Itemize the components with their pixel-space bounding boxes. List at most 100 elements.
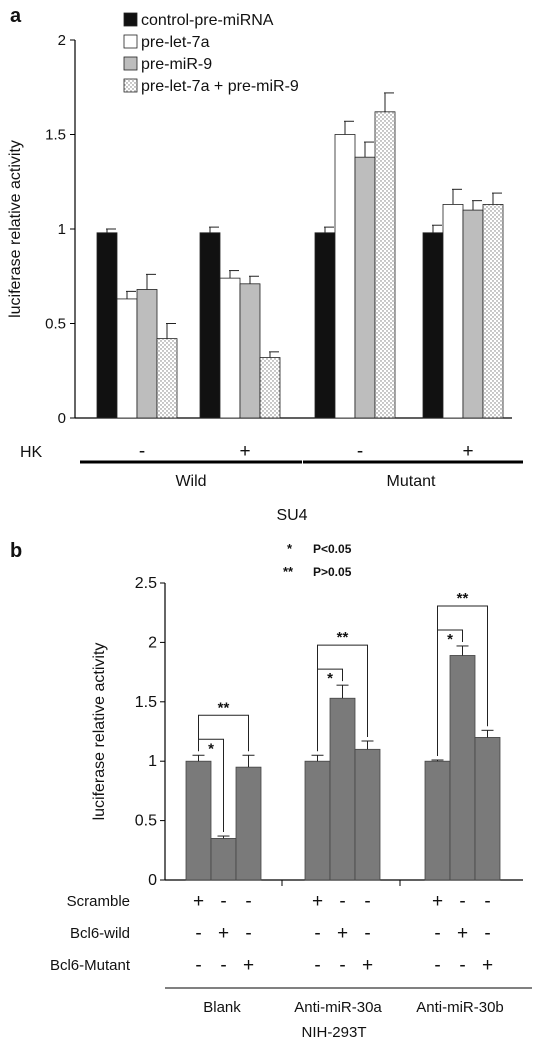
panel-b-condition-mark: - <box>459 955 465 976</box>
panel-a-bar <box>219 277 241 419</box>
panel-b-condition-label: Bcl6-Mutant <box>50 957 131 974</box>
significance-bracket-star <box>198 738 224 833</box>
panel-a-bar <box>482 204 504 419</box>
panel-b-y-tick-label: 2.5 <box>135 575 157 592</box>
panel-a-y-axis-label: luciferase relative activity <box>7 140 24 318</box>
panel-b-bar <box>235 766 262 881</box>
note-mark-1: * <box>287 541 293 556</box>
panel-a-bar <box>462 209 484 419</box>
panel-a-bar <box>136 289 158 419</box>
panel-b-bars <box>185 645 501 881</box>
significance-double-star: ** <box>337 629 349 646</box>
panel-b-bar <box>329 697 356 881</box>
panel-a-legend-entry: pre-let-7a <box>141 34 210 51</box>
significance-star: * <box>447 631 453 648</box>
panel-b-condition-mark: - <box>364 923 370 944</box>
significance-bracket-double-star <box>198 714 249 752</box>
significance-bracket-star <box>317 668 343 752</box>
panel-a-legend-swatch <box>123 34 138 49</box>
panel-b-condition-mark: - <box>195 923 201 944</box>
significance-double-star: ** <box>457 590 469 607</box>
panel-a-hk-mark: - <box>139 441 145 462</box>
note-text-1: P<0.05 <box>313 542 352 556</box>
panel-a-bar <box>354 156 376 419</box>
panel-b-bar <box>354 748 381 881</box>
significance-bracket-double-star <box>437 605 488 727</box>
panel-a-hk-label: HK <box>20 444 43 461</box>
panel-b-condition-label: Scramble <box>67 893 130 910</box>
panel-b-condition-mark: + <box>218 923 229 944</box>
panel-a-legend-swatch <box>123 12 138 27</box>
note-mark-2: ** <box>283 564 294 579</box>
panel-b-condition-mark: - <box>245 923 251 944</box>
panel-b-condition-mark: - <box>459 891 465 912</box>
panel-a-bar <box>334 134 356 419</box>
panel-a-hk-mark: + <box>462 441 473 462</box>
panel-b-condition-label: Bcl6-wild <box>70 925 130 942</box>
panel-b-condition-mark: + <box>362 955 373 976</box>
panel-a-x-axis-label: SU4 <box>276 507 307 524</box>
panel-label-a: a <box>10 5 22 27</box>
panel-b-significance-brackets: ****** *** <box>198 590 488 833</box>
panel-b-bar <box>304 760 331 881</box>
panel-a-bars <box>96 92 504 419</box>
panel-b-y-tick-label: 1.5 <box>135 694 157 711</box>
panel-b-condition-mark: - <box>314 923 320 944</box>
significance-star: * <box>327 670 333 687</box>
panel-a-group-label: Wild <box>175 473 206 490</box>
significance-star: * <box>208 740 214 757</box>
panel-a-legend-swatch <box>123 78 138 93</box>
panel-a-bar <box>156 338 178 419</box>
panel-b-condition-mark: - <box>339 955 345 976</box>
panel-a-bar <box>259 357 281 419</box>
panel-a-legend-entry: pre-miR-9 <box>141 56 212 73</box>
panel-a-bar <box>442 204 464 419</box>
panel-b-y-tick-label: 0.5 <box>135 813 157 830</box>
panel-b-condition-mark: - <box>195 955 201 976</box>
panel-b-condition-mark: - <box>220 955 226 976</box>
chart-panel-b: * P<0.05 ** P>0.05 00.511.522.5 ****** **… <box>50 541 532 1041</box>
chart-panel-a: 0 0.5 1 1.5 2 control-pre-miRNA pre-let-7a pre… <box>7 12 523 524</box>
panel-b-bar <box>185 760 212 881</box>
panel-b-condition-mark: + <box>457 923 468 944</box>
panel-a-x-conditions: - + - + Wild Mutant <box>80 441 523 490</box>
panel-a-bar <box>116 298 138 419</box>
panel-a-bar <box>96 232 118 419</box>
panel-b-condition-mark: + <box>432 891 443 912</box>
panel-b-x-axis-label: NIH-293T <box>301 1024 366 1041</box>
panel-b-y-tick-label: 2 <box>148 634 157 651</box>
panel-a-legend-entry: pre-let-7a + pre-miR-9 <box>141 78 299 95</box>
panel-b-bar <box>210 838 237 881</box>
panel-b-condition-mark: - <box>484 891 490 912</box>
panel-b-condition-mark: - <box>220 891 226 912</box>
panel-b-bar <box>424 760 451 881</box>
panel-b-group-label: Blank <box>203 999 241 1016</box>
panel-a-bar <box>239 283 261 419</box>
panel-b-condition-mark: + <box>193 891 204 912</box>
panel-a-bar <box>422 232 444 419</box>
panel-b-y-axis-label: luciferase relative activity <box>91 643 108 821</box>
panel-b-condition-mark: + <box>482 955 493 976</box>
panel-a-y-tick-label: 2 <box>58 32 66 49</box>
panel-b-condition-mark: - <box>434 923 440 944</box>
note-text-2: P>0.05 <box>313 565 352 579</box>
panel-a-y-tick-label: 1.5 <box>45 127 66 144</box>
panel-a-y-tick-label: 0 <box>58 410 66 427</box>
panel-a-bar <box>314 232 336 419</box>
panel-a-y-tick-label: 1 <box>58 221 66 238</box>
panel-a-legend-entry: control-pre-miRNA <box>141 12 274 29</box>
panel-b-group-label: Anti-miR-30a <box>294 999 382 1016</box>
panel-a-group-label: Mutant <box>387 473 436 490</box>
panel-b-condition-mark: - <box>314 955 320 976</box>
panel-b-bar <box>474 737 501 881</box>
panel-a-legend: control-pre-miRNA pre-let-7a pre-miR-9 pre-… <box>123 12 299 95</box>
significance-bracket-star <box>437 629 463 757</box>
panel-b-condition-mark: + <box>243 955 254 976</box>
panel-label-b: b <box>10 540 22 562</box>
panel-b-condition-mark: - <box>434 955 440 976</box>
panel-b-condition-mark: + <box>312 891 323 912</box>
panel-a-hk-mark: + <box>239 441 250 462</box>
panel-b-bar <box>449 655 476 881</box>
significance-double-star: ** <box>218 699 230 716</box>
